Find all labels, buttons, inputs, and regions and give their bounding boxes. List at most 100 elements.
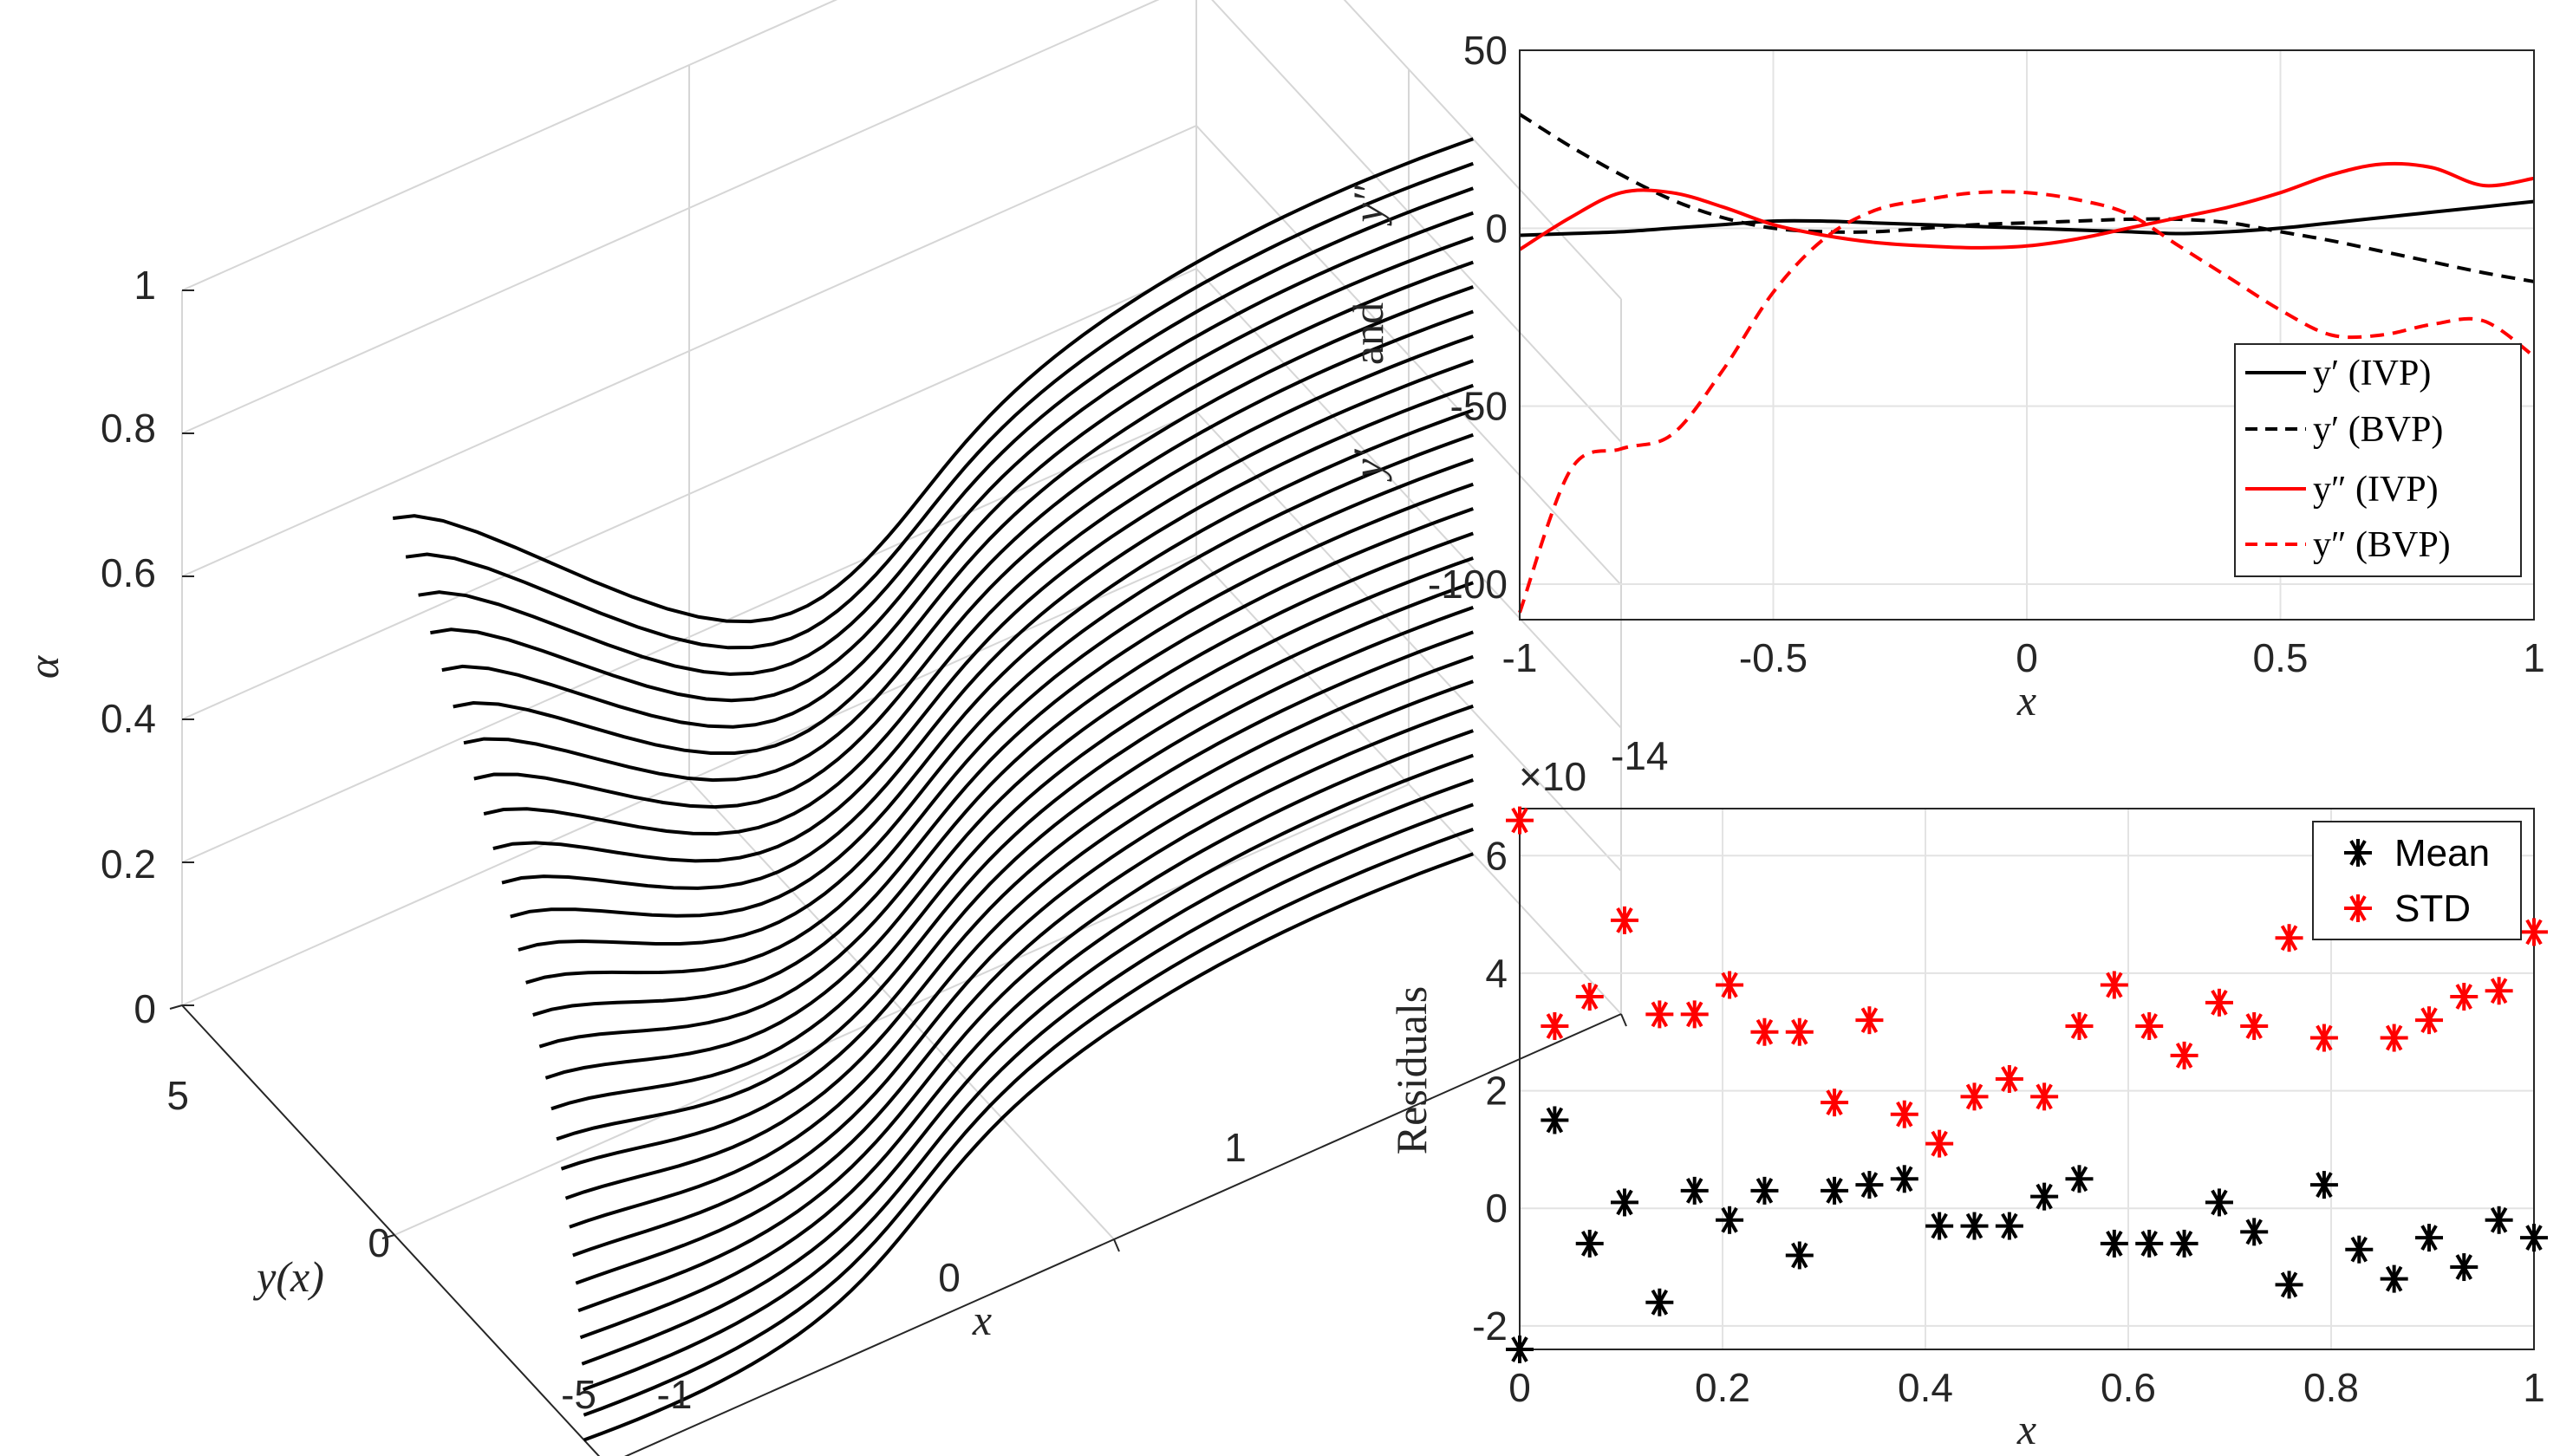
- series-line: [1518, 190, 2536, 614]
- data-point: [2240, 1011, 2269, 1040]
- derivatives-legend: y′ (IVP) y′ (BVP) y″ (IVP) y″ (BVP): [2234, 343, 2522, 577]
- data-point: [2520, 1224, 2548, 1252]
- z-tick: 0.8: [101, 406, 156, 451]
- x-tick: 0: [2016, 635, 2038, 680]
- alpha-curve: [572, 679, 1474, 1258]
- residuals-axes: [1519, 808, 2535, 1350]
- exponent-base: ×10: [1519, 754, 1586, 799]
- y-tick: 0: [1485, 205, 1508, 250]
- data-point: [2135, 1011, 2164, 1040]
- data-point: [1716, 1206, 1744, 1234]
- alpha-curve: [583, 852, 1474, 1442]
- data-point: [1506, 806, 1534, 835]
- alpha-curve: [463, 285, 1474, 783]
- y-axis-line: [181, 1004, 601, 1456]
- y-tick: 4: [1485, 951, 1508, 996]
- x-axis-label: x: [2016, 1405, 2036, 1453]
- data-point: [2170, 1041, 2198, 1069]
- alpha-curve: [579, 753, 1474, 1340]
- alpha-curve: [501, 383, 1474, 890]
- alpha-curve: [441, 236, 1474, 729]
- x-tick: 0.4: [1898, 1365, 1953, 1410]
- data-point: [1680, 1176, 1709, 1205]
- data-point: [1925, 1212, 1954, 1240]
- legend-box: [2234, 343, 2522, 577]
- data-point: [1541, 1106, 1569, 1134]
- residuals-legend: Mean STD: [2312, 821, 2522, 940]
- y-label-part: and: [1344, 302, 1392, 365]
- data-point: [1575, 1229, 1604, 1258]
- z-axis-label: α: [19, 654, 68, 679]
- data-point: [1680, 1000, 1709, 1029]
- series-line: [1519, 199, 2535, 237]
- alpha-curve: [392, 137, 1474, 624]
- y-tick: 6: [1485, 833, 1508, 878]
- residuals-points: [1506, 806, 2548, 1363]
- data-point: [1645, 1288, 1674, 1316]
- data-point: [2065, 1011, 2094, 1040]
- data-point: [1750, 1176, 1779, 1205]
- x-tick: -0.5: [1739, 635, 1808, 680]
- data-point: [1785, 1017, 1814, 1046]
- x-tick: 0.2: [1695, 1365, 1750, 1410]
- legend-label: STD: [2394, 887, 2471, 930]
- data-point: [2520, 918, 2548, 946]
- data-point: [2205, 1188, 2233, 1217]
- data-point: [2065, 1165, 2094, 1193]
- data-point: [1855, 1171, 1884, 1199]
- alpha-curve: [550, 556, 1474, 1111]
- x-tick: -1: [1502, 635, 1538, 680]
- data-point: [2205, 988, 2233, 1017]
- y-tick: 0: [1485, 1186, 1508, 1231]
- alpha-curve: [583, 828, 1474, 1417]
- alpha-curve: [405, 161, 1474, 650]
- exponent-label: ×10 -14: [1519, 733, 1668, 799]
- alpha-curve: [581, 778, 1474, 1366]
- legend-label: y′ (BVP): [2313, 410, 2443, 450]
- data-point: [1995, 1212, 2023, 1240]
- derivatives-ticks: 50 0 -50 -100 -1 -0.5 0 0.5 1: [1428, 28, 2545, 680]
- residuals-plot: 6 4 2 0 -2 0 0.2 0.4 0.6 0.8 1 ×10 -14 x…: [1387, 733, 2548, 1453]
- data-point: [1645, 1000, 1674, 1029]
- x-tick: 0.8: [2303, 1365, 2359, 1410]
- data-point: [1890, 1165, 1918, 1193]
- legend-marker: [2344, 894, 2372, 922]
- data-point: [2380, 1024, 2408, 1052]
- data-point: [2345, 1235, 2374, 1264]
- y-tick-mark: [169, 1004, 183, 1010]
- data-point: [2485, 977, 2513, 1005]
- alpha-curve: [525, 458, 1474, 985]
- data-point: [1716, 971, 1744, 999]
- x-tick-mark: [1113, 1238, 1120, 1252]
- x-tick: 1: [1224, 1125, 1247, 1170]
- y-tick: 2: [1485, 1069, 1508, 1114]
- alpha-curve: [510, 408, 1474, 919]
- derivatives-axes: [1519, 49, 2535, 621]
- legend-marker: [2344, 839, 2372, 867]
- y-label-part: y′: [1344, 448, 1392, 482]
- z-tick: 0.4: [101, 696, 156, 741]
- legend-box: [2312, 821, 2522, 940]
- x-tick: 0: [1508, 1365, 1531, 1410]
- data-point: [2415, 1224, 2444, 1252]
- legend-markers: [2344, 839, 2372, 922]
- data-point: [1575, 983, 1604, 1011]
- alpha-curve: [560, 606, 1474, 1171]
- plot-3d-ticks: 1 0.8 0.6 0.4 0.2 0 5 0 -5 -1 0 1: [101, 263, 1247, 1417]
- data-point: [1995, 1065, 2023, 1093]
- series-line: [1518, 113, 2535, 283]
- data-point: [2380, 1264, 2408, 1293]
- x-tick: 1: [2523, 635, 2545, 680]
- x-tick: 0.6: [2101, 1365, 2156, 1410]
- plot-frame: [1519, 808, 2535, 1350]
- data-point: [1960, 1082, 1989, 1111]
- data-point: [2030, 1182, 2059, 1211]
- y-tick-mark: [381, 1234, 395, 1239]
- data-point: [2275, 1271, 2303, 1299]
- z-tick: 0.2: [101, 842, 156, 887]
- data-point: [1785, 1241, 1814, 1270]
- x-tick: 0: [938, 1255, 961, 1300]
- alpha-curve: [569, 654, 1474, 1229]
- alpha-curve: [564, 630, 1474, 1200]
- data-point: [2309, 1171, 2338, 1199]
